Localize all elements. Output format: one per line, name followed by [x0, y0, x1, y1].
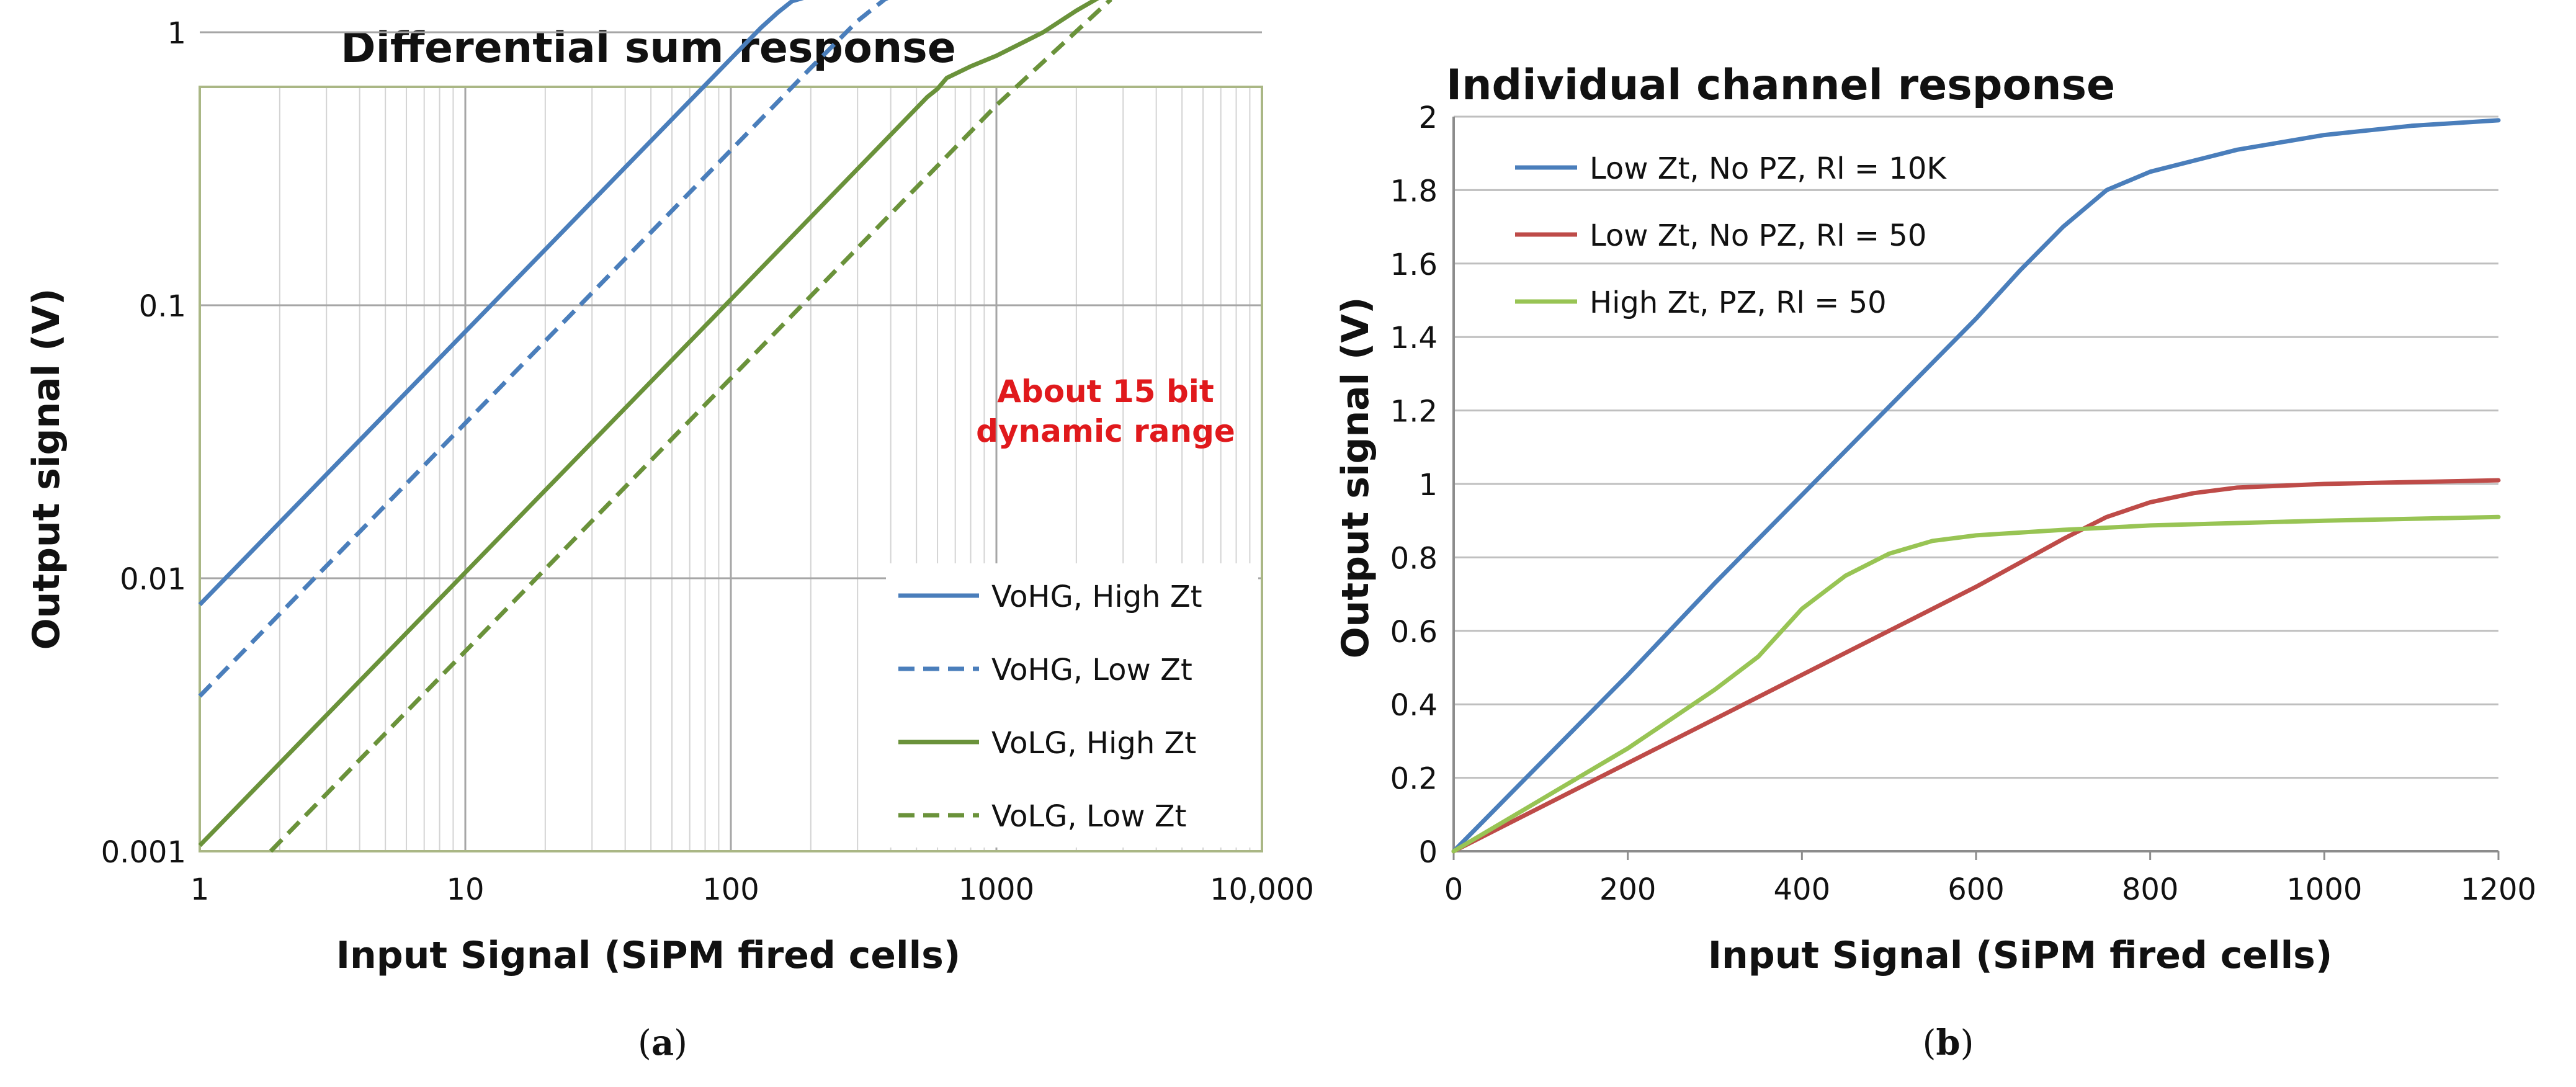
- series-line-vohg-high-zt: [198, 0, 804, 607]
- caption-b: (b): [1923, 1022, 1974, 1063]
- legend-label-high-zt-pz-rl-50: High Zt, PZ, Rl = 50: [1590, 285, 1887, 320]
- legend-label-volg-low-zt: VoLG, Low Zt: [991, 799, 1186, 834]
- y-tick-label: 0.001: [101, 835, 186, 870]
- series-line-vohg-low-zt: [198, 0, 889, 698]
- chart-a-title: Differential sum response: [341, 24, 956, 73]
- y-tick-label: 2: [1418, 101, 1438, 135]
- x-tick-label: 400: [1774, 872, 1831, 907]
- legend-label-low-zt-no-pz-rl-10k: Low Zt, No PZ, Rl = 10K: [1590, 151, 1947, 186]
- caption-a: (a): [638, 1022, 687, 1063]
- y-tick-label: 0.01: [120, 562, 186, 597]
- y-tick-label: 0.1: [139, 289, 186, 324]
- series-line-low-zt-no-pz-rl-10k: [1451, 118, 2501, 854]
- x-tick-label: 1: [190, 872, 210, 907]
- x-tick-label: 10,000: [1210, 872, 1314, 907]
- chart-b-x-tick-labels: 0 200 400 600 800 1000 1200: [1444, 872, 2536, 907]
- chart-a-y-axis-label: Output signal (V): [25, 289, 68, 650]
- y-tick-label: 0.8: [1390, 541, 1438, 576]
- y-tick-label: 1.6: [1390, 248, 1438, 282]
- legend-label-vohg-high-zt: VoHG, High Zt: [991, 579, 1202, 614]
- legend-label-vohg-low-zt: VoHG, Low Zt: [991, 653, 1192, 687]
- chart-a-y-tick-labels: 0.001 0.01 0.1 1: [101, 16, 186, 870]
- y-tick-label: 0.4: [1390, 688, 1438, 723]
- series-line-volg-low-zt: [269, 0, 1112, 853]
- chart-a-x-tick-labels: 1 10 100 1000 10,000: [190, 872, 1314, 907]
- panel-a-chart: Differential sum response 0.001 0.01 0.1 1 …: [25, 0, 1314, 1063]
- chart-b-x-axis-label: Input Signal (SiPM fired cells): [1708, 934, 2333, 977]
- chart-b-y-axis-label: Output signal (V): [1334, 297, 1377, 659]
- x-tick-label: 100: [702, 872, 759, 907]
- x-tick-label: 1000: [2286, 872, 2362, 907]
- chart-a-series: [198, 0, 1112, 853]
- y-tick-label: 1.2: [1390, 395, 1438, 429]
- x-tick-label: 800: [2122, 872, 2179, 907]
- series-line-volg-high-zt: [198, 0, 1099, 848]
- x-tick-label: 1200: [2461, 872, 2536, 907]
- chart-a-legend-box: [886, 563, 1258, 848]
- y-tick-label: 1: [1418, 468, 1438, 503]
- chart-b-series: [1451, 118, 2501, 854]
- x-tick-label: 10: [446, 872, 484, 907]
- legend-label-low-zt-no-pz-rl-50: Low Zt, No PZ, Rl = 50: [1590, 218, 1926, 253]
- chart-b-legend: Low Zt, No PZ, Rl = 10K Low Zt, No PZ, R…: [1515, 151, 1947, 320]
- x-tick-label: 200: [1599, 872, 1657, 907]
- series-line-low-zt-no-pz-rl-50: [1451, 478, 2501, 854]
- x-tick-label: 1000: [959, 872, 1034, 907]
- chart-b-title: Individual channel response: [1446, 61, 2115, 110]
- y-tick-label: 0.2: [1390, 762, 1438, 797]
- chart-a-legend: VoHG, High Zt VoHG, Low Zt VoLG, High Zt…: [886, 563, 1258, 848]
- chart-a-annotation-line1: About 15 bit: [997, 374, 1214, 409]
- series-line-high-zt-pz-rl-50: [1451, 514, 2501, 854]
- y-tick-label: 0.6: [1390, 615, 1438, 650]
- y-tick-label: 1: [167, 16, 186, 51]
- chart-a-x-axis-label: Input Signal (SiPM fired cells): [336, 934, 961, 977]
- x-tick-label: 0: [1444, 872, 1464, 907]
- chart-b-grid: [1452, 115, 2500, 860]
- y-tick-label: 1.4: [1390, 321, 1438, 356]
- chart-a-plot-frame: [199, 86, 1263, 852]
- legend-label-volg-high-zt: VoLG, High Zt: [991, 726, 1196, 761]
- chart-b-y-tick-labels: 0 0.2 0.4 0.6 0.8 1 1.2 1.4 1.6 1.8 2: [1390, 101, 1438, 870]
- x-tick-label: 600: [1948, 872, 2005, 907]
- y-tick-label: 0: [1418, 835, 1438, 870]
- panel-b-chart: Individual channel response 0 0.2 0.4 0.6 0.…: [1334, 61, 2536, 1063]
- y-tick-label: 1.8: [1390, 174, 1438, 208]
- chart-a-annotation-line2: dynamic range: [976, 413, 1235, 449]
